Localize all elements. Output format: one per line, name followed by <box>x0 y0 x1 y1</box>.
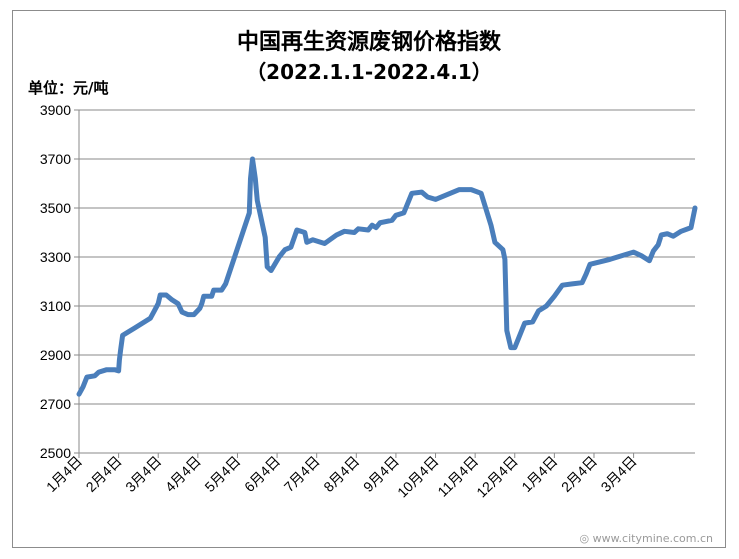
x-axis-ticks: 1月4日2月4日3月4日4月4日5月4日6月4日7月4日8月4日9月4日10月4… <box>43 453 640 501</box>
y-tick-label: 3300 <box>40 249 71 265</box>
chart-subtitle: （2022.1.1-2022.4.1） <box>246 60 492 84</box>
x-tick-label: 6月4日 <box>241 453 283 495</box>
series-line <box>76 156 698 397</box>
x-tick-label: 4月4日 <box>162 453 204 495</box>
x-tick-label: 1月4日 <box>518 453 560 495</box>
x-tick-label: 7月4日 <box>281 453 323 495</box>
x-tick-label: 3月4日 <box>598 453 640 495</box>
x-tick-label: 12月4日 <box>473 453 521 501</box>
chart-title: 中国再生资源废钢价格指数 <box>237 29 502 55</box>
y-tick-label: 3700 <box>40 151 71 167</box>
y-tick-label: 2500 <box>40 445 71 461</box>
x-tick-label: 2月4日 <box>83 453 125 495</box>
watermark-logo: ◎ www.citymine.com.cn <box>579 532 713 545</box>
x-tick-label: 10月4日 <box>394 453 442 501</box>
chart: 中国再生资源废钢价格指数 （2022.1.1-2022.4.1） 单位：元/吨 … <box>28 29 698 501</box>
y-axis-unit-label: 单位：元/吨 <box>28 79 108 97</box>
chart-frame: 中国再生资源废钢价格指数 （2022.1.1-2022.4.1） 单位：元/吨 … <box>12 10 726 548</box>
series-layer <box>76 156 698 397</box>
x-tick-label: 3月4日 <box>122 453 164 495</box>
y-tick-label: 3500 <box>40 200 71 216</box>
y-tick-label: 3900 <box>40 102 71 118</box>
x-tick-label: 2月4日 <box>558 453 600 495</box>
x-tick-label: 5月4日 <box>201 453 243 495</box>
y-tick-label: 3100 <box>40 298 71 314</box>
gridlines <box>79 109 695 405</box>
y-tick-label: 2700 <box>40 396 71 412</box>
y-axis-ticks: 2500 2700 2900 3100 3300 3500 3700 3900 <box>40 102 79 461</box>
x-tick-label: 11月4日 <box>434 453 481 500</box>
x-tick-label: 8月4日 <box>320 453 362 495</box>
y-tick-label: 2900 <box>40 347 71 363</box>
axes <box>78 110 695 454</box>
